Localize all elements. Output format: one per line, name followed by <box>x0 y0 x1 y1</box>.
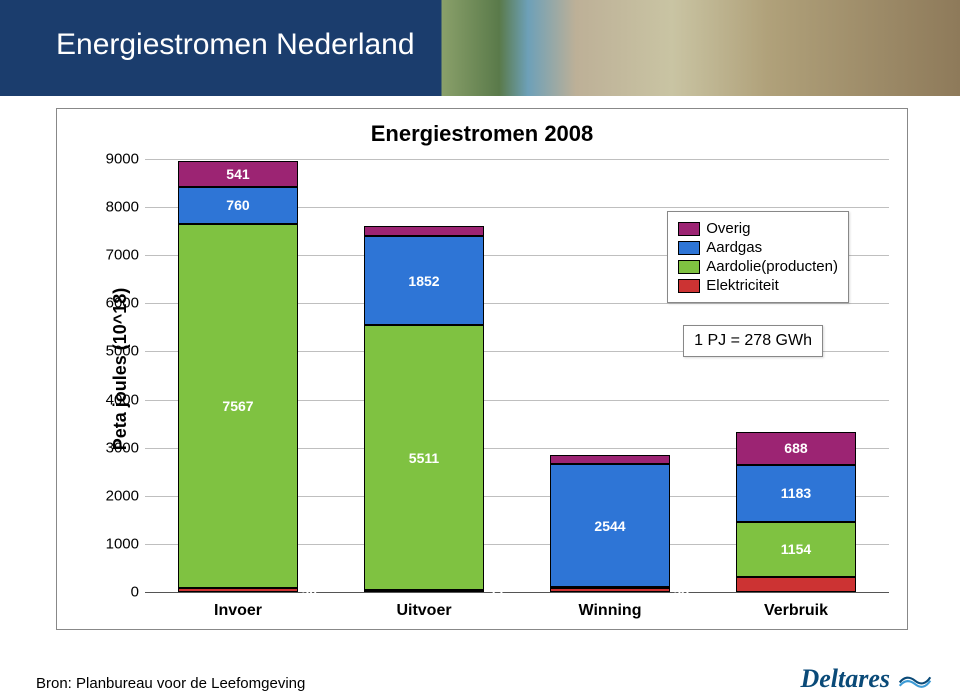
logo-wave-icon <box>898 668 932 690</box>
bar-value-label: 189 <box>674 452 697 468</box>
page-title: Energiestromen Nederland <box>56 28 415 62</box>
y-tick-label: 1000 <box>89 535 139 552</box>
bar-seg-overig <box>364 226 483 236</box>
bar-value-label: 7567 <box>222 398 253 414</box>
legend-swatch <box>678 260 700 274</box>
legend-item-elek: Elektriciteit <box>678 277 838 294</box>
legend-item-overig: Overig <box>678 220 838 237</box>
plot-area: 0100020003000400050006000700080009000907… <box>145 159 889 593</box>
legend-label: Elektriciteit <box>706 277 779 294</box>
legend-label: Aardolie(producten) <box>706 258 838 275</box>
bar-seg-elek <box>550 588 669 592</box>
header-banner: Energiestromen Nederland <box>0 0 960 96</box>
legend-swatch <box>678 222 700 236</box>
legend: Overig Aardgas Aardolie(producten) Elektric… <box>667 211 849 303</box>
annotation-pj-gwh: 1 PJ = 278 GWh <box>683 325 823 357</box>
bar-value-label: 33 <box>488 583 504 599</box>
x-tick-label: Invoer <box>214 602 262 620</box>
bar-value-label: 541 <box>226 166 249 182</box>
bar-winning: 93162544189 <box>550 159 669 592</box>
bar-seg-overig <box>550 455 669 464</box>
bar-value-label: 203 <box>488 223 511 239</box>
y-tick-label: 6000 <box>89 295 139 312</box>
legend-item-aardolie: Aardolie(producten) <box>678 258 838 275</box>
bar-value-label: 760 <box>226 197 249 213</box>
bar-value-label: 1852 <box>408 273 439 289</box>
bar-value-label: 1154 <box>781 541 811 557</box>
y-tick-label: 4000 <box>89 391 139 408</box>
legend-swatch <box>678 241 700 255</box>
bar-seg-elek <box>178 588 297 592</box>
bar-value-label: 307 <box>860 577 883 593</box>
y-tick-label: 3000 <box>89 439 139 456</box>
y-tick-label: 7000 <box>89 247 139 264</box>
logo-text: Deltares <box>800 664 890 694</box>
source-citation: Bron: Planbureau voor de Leefomgeving <box>36 675 305 692</box>
chart-title: Energiestromen 2008 <box>57 121 907 147</box>
chart-container: Energiestromen 2008 Peta joules (10^18) … <box>56 108 908 630</box>
bar-seg-elek <box>736 577 855 592</box>
bar-value-label: 1183 <box>781 485 811 501</box>
bar-uitvoer: 3355111852203 <box>364 159 483 592</box>
deltares-logo: Deltares <box>800 664 932 694</box>
legend-label: Overig <box>706 220 750 237</box>
bar-value-label: 688 <box>784 440 807 456</box>
x-tick-label: Verbruik <box>764 602 828 620</box>
y-axis-label: Peta joules (10^18) <box>110 288 131 451</box>
y-tick-label: 2000 <box>89 487 139 504</box>
y-tick-label: 9000 <box>89 151 139 168</box>
y-tick-label: 5000 <box>89 343 139 360</box>
x-tick-label: Winning <box>579 602 642 620</box>
bar-value-label: 5511 <box>409 450 439 466</box>
legend-item-aardgas: Aardgas <box>678 239 838 256</box>
bar-invoer: 907567760541 <box>178 159 297 592</box>
bar-value-label: 90 <box>302 582 318 598</box>
y-tick-label: 0 <box>89 584 139 601</box>
bar-value-label: 16 <box>674 579 690 595</box>
legend-swatch <box>678 279 700 293</box>
legend-label: Aardgas <box>706 239 762 256</box>
y-tick-label: 8000 <box>89 199 139 216</box>
bar-value-label: 2544 <box>594 518 625 534</box>
x-tick-label: Uitvoer <box>396 602 451 620</box>
